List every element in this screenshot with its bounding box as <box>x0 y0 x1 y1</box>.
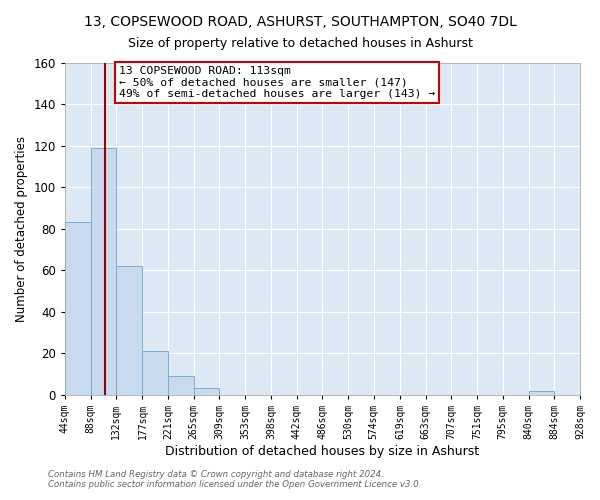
Bar <box>194 388 220 394</box>
Y-axis label: Number of detached properties: Number of detached properties <box>15 136 28 322</box>
X-axis label: Distribution of detached houses by size in Ashurst: Distribution of detached houses by size … <box>166 444 479 458</box>
Text: 13, COPSEWOOD ROAD, ASHURST, SOUTHAMPTON, SO40 7DL: 13, COPSEWOOD ROAD, ASHURST, SOUTHAMPTON… <box>83 15 517 29</box>
Bar <box>529 390 554 394</box>
Bar <box>65 222 91 394</box>
Text: Contains HM Land Registry data © Crown copyright and database right 2024.
Contai: Contains HM Land Registry data © Crown c… <box>48 470 421 489</box>
Text: Size of property relative to detached houses in Ashurst: Size of property relative to detached ho… <box>128 38 472 51</box>
Bar <box>91 148 116 394</box>
Bar <box>142 351 168 395</box>
Bar <box>168 376 194 394</box>
Bar <box>116 266 142 394</box>
Text: 13 COPSEWOOD ROAD: 113sqm
← 50% of detached houses are smaller (147)
49% of semi: 13 COPSEWOOD ROAD: 113sqm ← 50% of detac… <box>119 66 435 99</box>
